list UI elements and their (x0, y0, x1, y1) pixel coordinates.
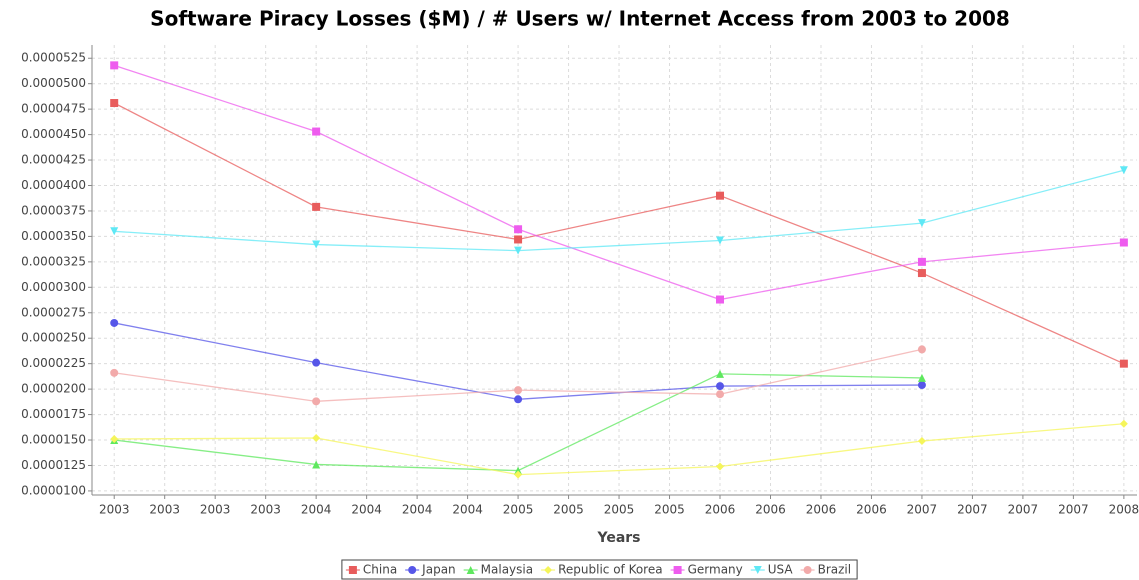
x-tick-label: 2004 (351, 503, 382, 517)
series-line (113, 102, 1125, 365)
x-tick-label: 2007 (1058, 503, 1089, 517)
series-line (114, 423, 1124, 476)
data-point (514, 225, 523, 234)
y-tick-label: 0.0000250 (21, 331, 86, 345)
data-point (312, 240, 321, 249)
legend-label: Japan (421, 563, 455, 577)
x-tick-label: 2003 (149, 503, 180, 517)
x-tick-label: 2007 (1008, 503, 1039, 517)
data-point (312, 202, 321, 211)
series-line (114, 64, 1124, 301)
x-tick-label: 2004 (301, 503, 332, 517)
data-point (917, 345, 926, 354)
data-point (110, 61, 119, 70)
data-point (917, 269, 926, 278)
x-tick-label: 2006 (806, 503, 837, 517)
data-point (110, 435, 119, 444)
data-point (917, 219, 926, 228)
y-tick-label: 0.0000375 (21, 203, 86, 217)
x-tick-label: 2008 (1109, 503, 1139, 517)
legend: China Japan Malaysia Republic of Korea Germa… (341, 559, 858, 580)
data-point (514, 246, 523, 255)
y-tick-label: 0.0000350 (21, 229, 86, 243)
x-tick-label: 2003 (200, 503, 231, 517)
x-tick-label: 2004 (402, 503, 433, 517)
y-tick-label: 0.0000325 (21, 254, 86, 268)
chart-title: Software Piracy Losses ($M) / # Users w/… (150, 7, 1010, 31)
data-point (110, 99, 119, 108)
y-tick-label: 0.0000525 (21, 51, 86, 65)
data-point (110, 227, 119, 236)
data-point (917, 373, 926, 382)
data-point (917, 381, 926, 390)
x-tick-label: 2005 (503, 503, 534, 517)
data-point (716, 369, 725, 378)
legend-label: Republic of Korea (558, 563, 663, 577)
legend-label: USA (768, 563, 794, 577)
x-tick-label: 2005 (604, 503, 635, 517)
legend-label: Germany (688, 563, 743, 577)
data-point (312, 397, 321, 406)
x-tick-label: 2006 (705, 503, 736, 517)
x-tick-label: 2007 (907, 503, 938, 517)
data-point (110, 368, 119, 377)
data-point (312, 358, 321, 367)
y-tick-label: 0.0000175 (21, 407, 86, 421)
x-tick-label: 2006 (856, 503, 887, 517)
data-point (514, 470, 523, 479)
data-point (514, 386, 523, 395)
y-tick-label: 0.0000450 (21, 127, 86, 141)
y-tick-label: 0.0000100 (21, 483, 86, 497)
legend-box (341, 559, 858, 580)
legend-label: China (363, 563, 397, 577)
data-point (716, 191, 725, 200)
x-tick-label: 2005 (553, 503, 584, 517)
data-point (716, 382, 725, 391)
data-point (1119, 419, 1128, 428)
x-tick-label: 2004 (452, 503, 483, 517)
data-point (716, 295, 725, 304)
y-tick-label: 0.0000200 (21, 382, 86, 396)
x-tick-label: 2005 (654, 503, 685, 517)
data-point (716, 462, 725, 471)
x-tick-label: 2007 (957, 503, 988, 517)
data-point (514, 395, 523, 404)
x-tick-label: 2003 (250, 503, 281, 517)
data-point (312, 433, 321, 442)
y-tick-label: 0.0000425 (21, 153, 86, 167)
data-point (716, 390, 725, 399)
y-tick-label: 0.0000475 (21, 102, 86, 116)
data-point (312, 127, 321, 136)
data-point (514, 466, 523, 475)
y-tick-label: 0.0000500 (21, 76, 86, 90)
y-tick-label: 0.0000400 (21, 178, 86, 192)
data-point (1119, 238, 1128, 247)
data-point (110, 318, 119, 327)
data-point (716, 236, 725, 245)
x-tick-label: 2003 (99, 503, 130, 517)
y-tick-label: 0.0000150 (21, 433, 86, 447)
y-tick-label: 0.0000225 (21, 356, 86, 370)
data-point (514, 235, 523, 244)
plot-area (92, 45, 1137, 495)
data-point (312, 460, 321, 469)
legend-label: Malaysia (481, 563, 533, 577)
y-tick-label: 0.0000300 (21, 280, 86, 294)
data-point (917, 437, 926, 446)
series-line (114, 169, 1125, 252)
data-point (917, 257, 926, 266)
x-axis-label: Years (596, 530, 640, 546)
x-tick-label: 2006 (755, 503, 786, 517)
legend-label: Brazil (818, 563, 852, 577)
data-point (1119, 359, 1128, 368)
y-tick-label: 0.0000275 (21, 305, 86, 319)
data-point (1119, 166, 1128, 175)
y-tick-label: 0.0000125 (21, 458, 86, 472)
